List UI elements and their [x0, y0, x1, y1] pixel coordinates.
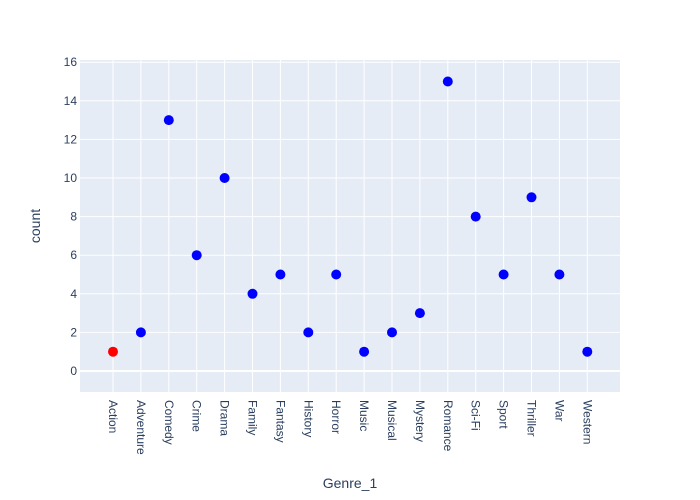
data-point-crime[interactable]: [191, 250, 202, 261]
y-tick-label: 0: [70, 364, 77, 378]
x-tick-label: Crime: [190, 400, 204, 432]
y-tick-label: 6: [70, 248, 77, 262]
y-tick-label: 16: [64, 55, 78, 69]
x-tick-label: Horror: [329, 400, 343, 434]
y-axis-ticks: 0 2 4 6 8 10 12 14 16: [64, 55, 78, 378]
x-tick-label: Music: [357, 400, 371, 431]
data-point-musical[interactable]: [387, 327, 397, 338]
x-tick-label: Sport: [497, 400, 511, 429]
data-point-war[interactable]: [554, 269, 565, 280]
x-tick-label: Western: [580, 400, 594, 444]
data-point-horror[interactable]: [331, 269, 342, 280]
data-point-sci-fi[interactable]: [470, 211, 481, 222]
x-tick-label: Musical: [385, 400, 399, 441]
y-tick-label: 2: [70, 325, 77, 339]
x-tick-label: Family: [246, 400, 260, 435]
data-point-romance[interactable]: [442, 76, 453, 87]
y-tick-label: 14: [64, 94, 78, 108]
data-point-fantasy[interactable]: [275, 269, 286, 280]
x-axis-ticks: Action Adventure Comedy Crime Drama Family Fan…: [106, 400, 594, 455]
x-tick-label: Romance: [441, 400, 455, 452]
data-point-comedy[interactable]: [163, 115, 174, 126]
x-tick-label: Mystery: [413, 400, 427, 442]
plot-area: [80, 60, 620, 392]
data-point-mystery[interactable]: [414, 308, 425, 319]
x-axis-title: Genre_1: [323, 475, 378, 491]
x-tick-label: Drama: [218, 400, 232, 436]
x-tick-label: History: [301, 400, 315, 437]
data-point-history[interactable]: [303, 327, 314, 338]
y-tick-label: 12: [64, 132, 78, 146]
y-tick-label: 8: [70, 210, 77, 224]
data-point-action[interactable]: [108, 346, 118, 357]
data-point-adventure[interactable]: [135, 327, 146, 338]
data-points: [108, 76, 593, 357]
data-point-music[interactable]: [359, 346, 370, 357]
data-point-sport[interactable]: [498, 269, 509, 280]
y-tick-label: 4: [70, 287, 77, 301]
y-tick-label: 10: [64, 171, 78, 185]
x-tick-label: War: [552, 400, 566, 422]
x-tick-label: Comedy: [162, 400, 176, 445]
x-tick-label: Thriller: [525, 400, 539, 437]
y-axis-title: count: [27, 209, 43, 243]
x-tick-label: Sci-Fi: [469, 400, 483, 431]
x-tick-label: Adventure: [134, 400, 148, 455]
data-point-western[interactable]: [582, 346, 593, 357]
data-point-drama[interactable]: [219, 173, 230, 183]
x-tick-label: Action: [106, 400, 120, 433]
x-tick-label: Fantasy: [273, 400, 287, 443]
data-point-family[interactable]: [247, 288, 258, 299]
data-point-thriller[interactable]: [526, 192, 537, 203]
